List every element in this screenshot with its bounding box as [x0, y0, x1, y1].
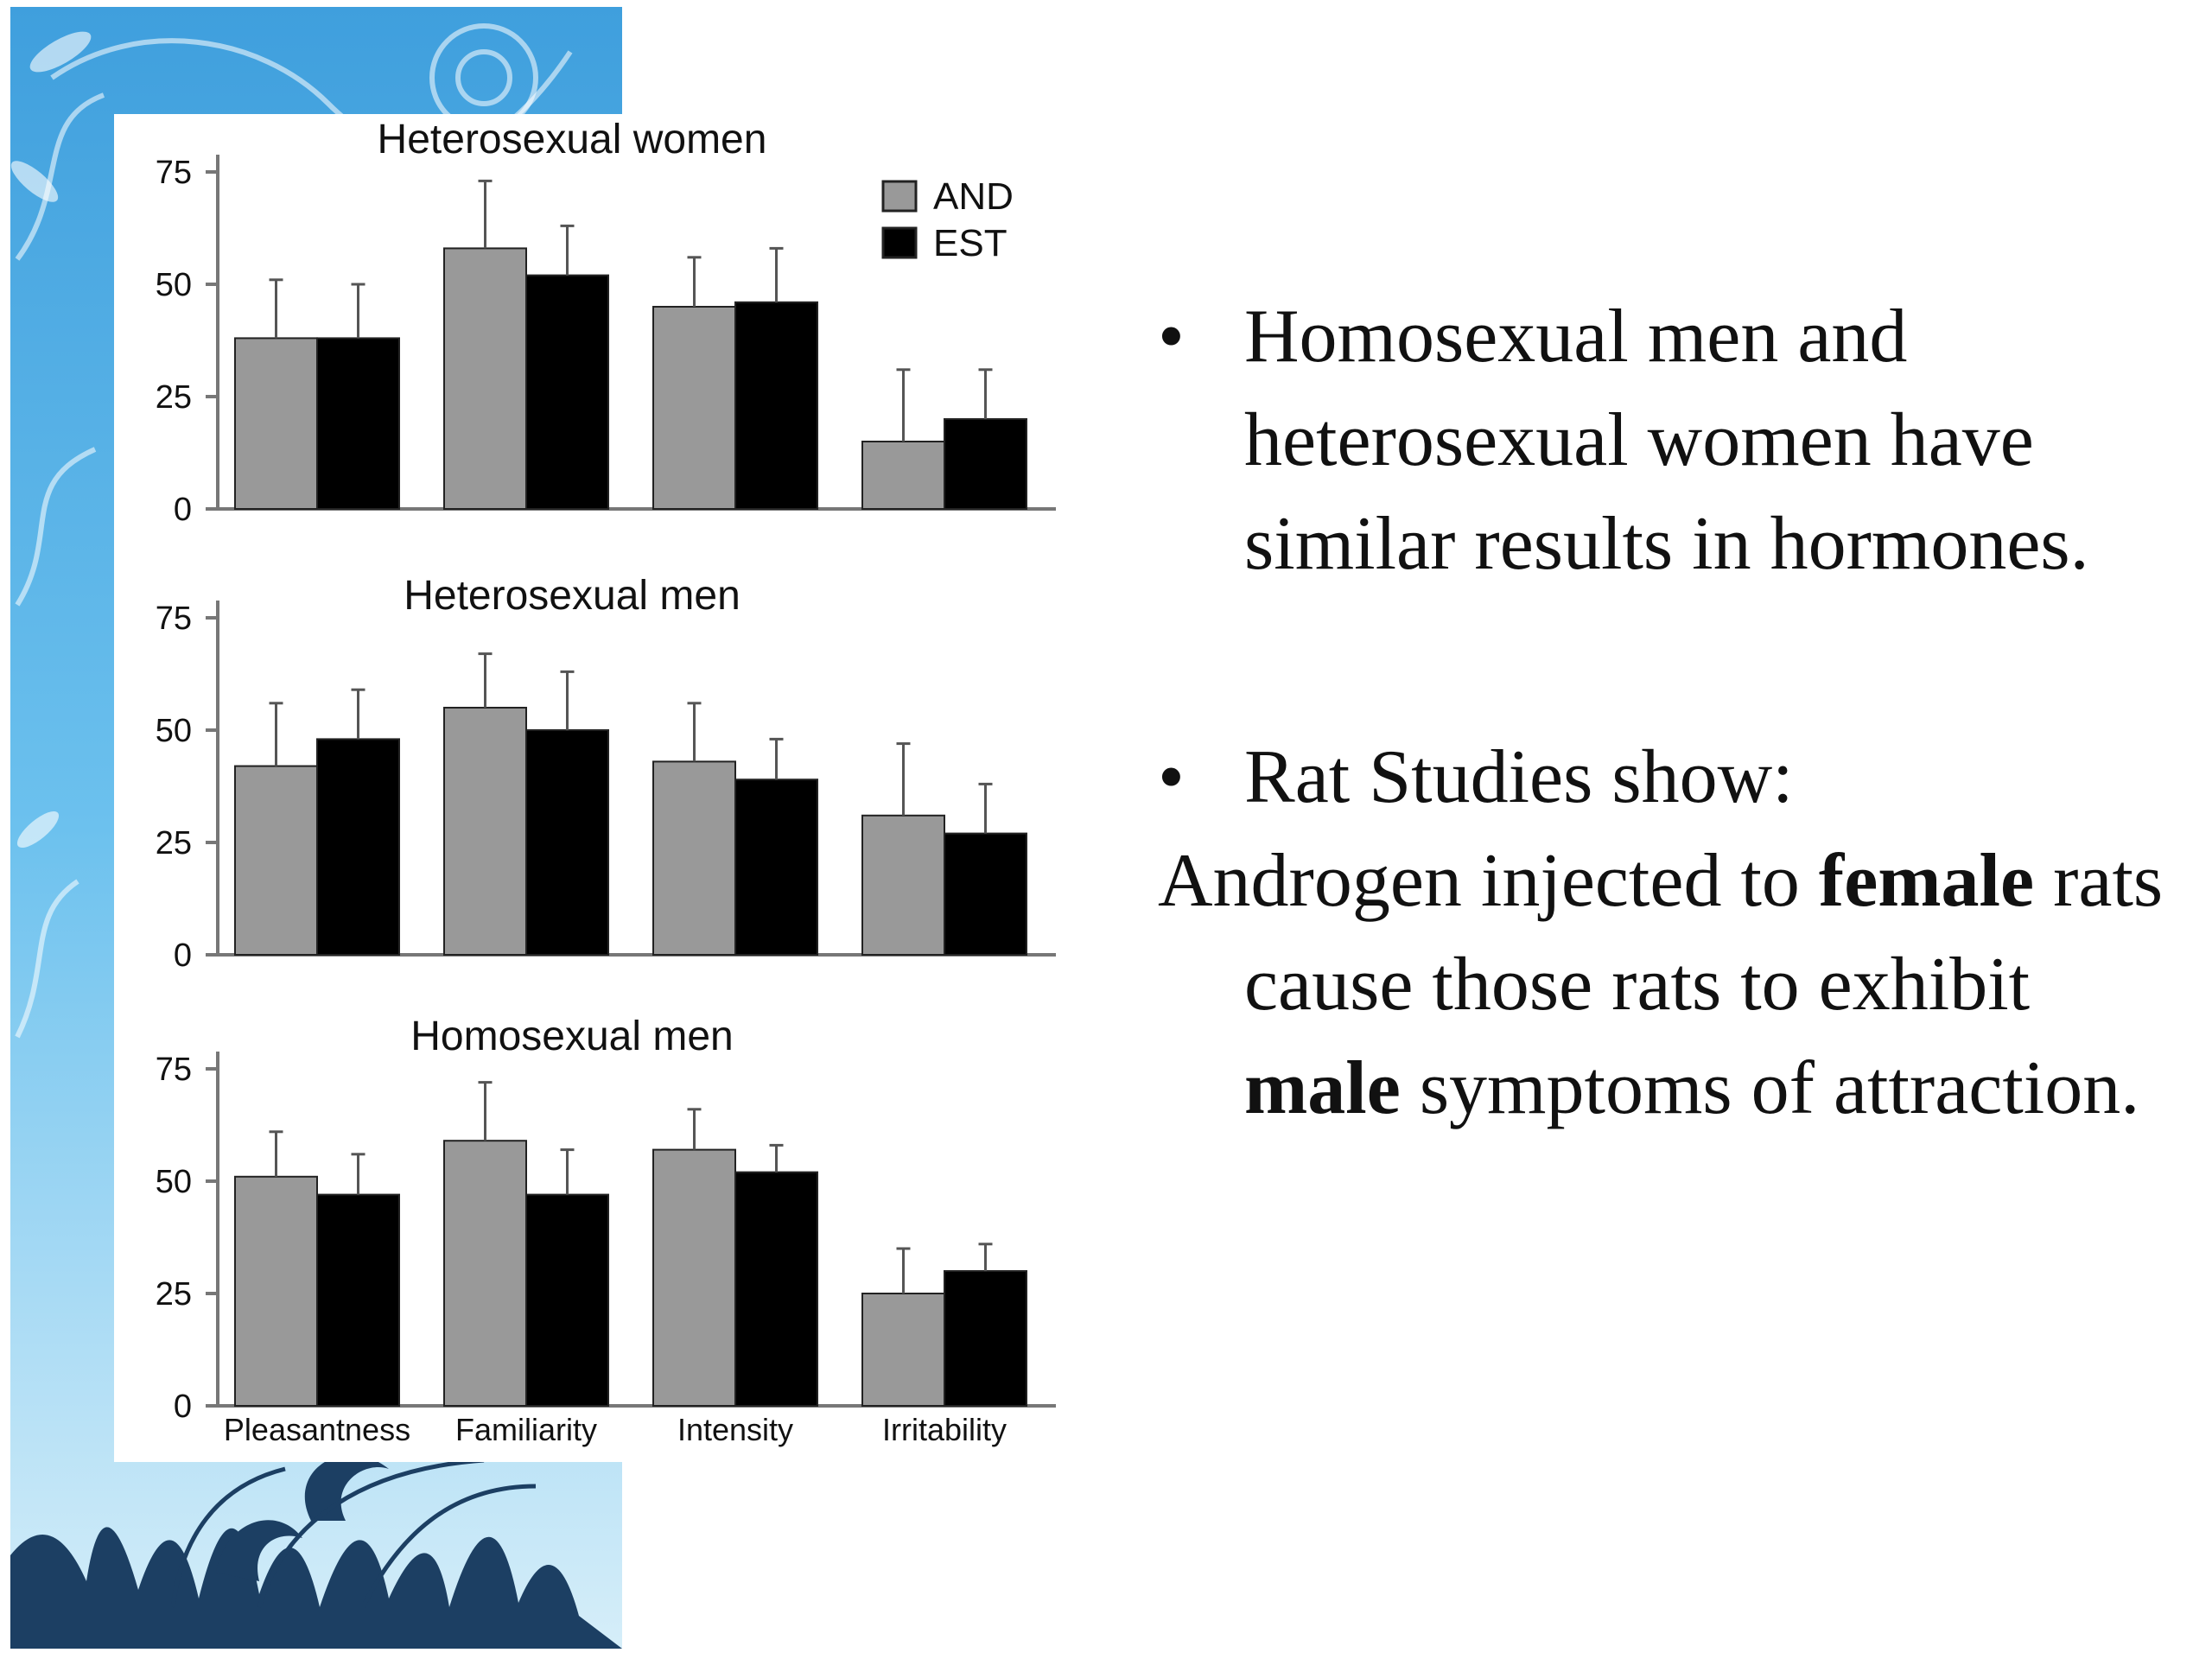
bullet-item-2: • Rat Studies show: [1158, 726, 2177, 830]
y-tick-label: 75 [156, 1052, 192, 1088]
bar [944, 1270, 1027, 1407]
bar [234, 337, 318, 510]
y-tick-label: 25 [156, 1276, 192, 1313]
category-label: Intensity [677, 1412, 793, 1447]
bullet-text-2: Rat Studies show: [1244, 735, 1794, 819]
y-tick-label: 25 [156, 825, 192, 861]
bar [316, 1193, 400, 1407]
panel-title: Heterosexual men [404, 573, 741, 619]
bullet-text-1: Homosexual men and heterosexual women ha… [1244, 295, 2089, 586]
bullet-glyph: • [1158, 735, 1185, 819]
category-label: Familiarity [455, 1412, 597, 1447]
bullet-glyph: • [1158, 295, 1185, 378]
legend-swatch [881, 226, 918, 259]
y-tick-label: 50 [156, 713, 192, 749]
category-label: Pleasantness [224, 1412, 410, 1447]
panel-title: Homosexual men [410, 1014, 734, 1059]
category-label: Irritability [882, 1412, 1007, 1447]
y-tick-label: 75 [156, 155, 192, 191]
bar [234, 765, 318, 956]
para-start: Androgen injected to [1158, 839, 1819, 923]
bar [234, 1175, 318, 1408]
bar [734, 1171, 818, 1407]
bar [652, 306, 736, 510]
androgen-paragraph: Androgen injected to female rats cause t… [1158, 830, 2177, 1141]
bar [316, 738, 400, 957]
bar [861, 1293, 945, 1407]
bar [861, 814, 945, 956]
panel-title: Heterosexual women [378, 117, 767, 162]
y-tick-label: 0 [174, 1389, 192, 1425]
bar [652, 760, 736, 957]
bar [652, 1148, 736, 1407]
bar [316, 337, 400, 510]
bar [525, 1193, 609, 1407]
slide-text: • Homosexual men and heterosexual women … [1158, 285, 2177, 1141]
legend-swatch [881, 180, 918, 213]
y-tick-label: 0 [174, 492, 192, 528]
hormone-odor-chart-figure: Heterosexual women 0 25 50 75 AND EST Heterosex… [114, 114, 1056, 1462]
bar [525, 729, 609, 956]
bar [525, 274, 609, 510]
bullet-item-1: • Homosexual men and heterosexual women … [1158, 285, 2177, 596]
legend-label: EST [933, 222, 1007, 264]
bar [861, 441, 945, 510]
y-tick-label: 0 [174, 938, 192, 974]
bar [443, 1140, 527, 1407]
bar [443, 707, 527, 956]
para-middle: rats cause those rats to exhibit [1244, 839, 2164, 1027]
bar [734, 779, 818, 957]
para-bold-male: male [1244, 1046, 1401, 1130]
y-tick-label: 50 [156, 1164, 192, 1200]
bar [734, 301, 818, 510]
bar [944, 418, 1027, 510]
para-end: symptoms of attraction. [1400, 1046, 2140, 1130]
bar [944, 832, 1027, 956]
bar [443, 247, 527, 510]
legend-label: AND [933, 175, 1014, 218]
y-tick-label: 50 [156, 267, 192, 303]
para-bold-female: female [1818, 839, 2035, 923]
y-tick-label: 75 [156, 601, 192, 637]
y-tick-label: 25 [156, 379, 192, 416]
